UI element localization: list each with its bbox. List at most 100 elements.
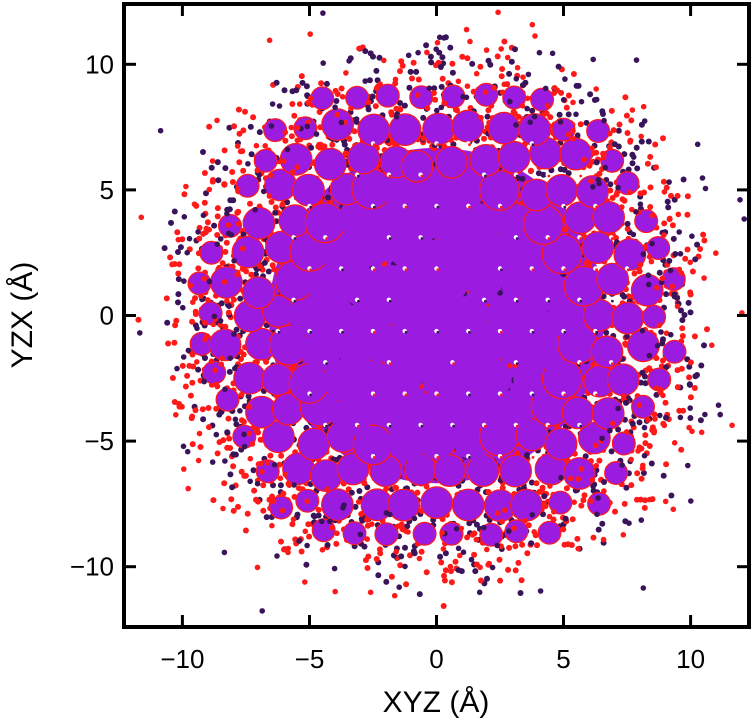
gap-point bbox=[436, 330, 440, 334]
red-point bbox=[305, 119, 311, 125]
x-tick-label: 5 bbox=[556, 644, 570, 674]
red-point bbox=[206, 123, 213, 130]
dark-point bbox=[600, 111, 606, 117]
gap-point bbox=[563, 393, 567, 397]
red-point bbox=[229, 169, 236, 175]
dark-point bbox=[406, 84, 413, 91]
dark-point bbox=[697, 417, 704, 424]
red-point bbox=[629, 107, 636, 113]
red-point bbox=[551, 509, 557, 515]
dark-point bbox=[595, 495, 601, 501]
red-point bbox=[601, 488, 607, 494]
gap-point bbox=[325, 424, 328, 428]
red-point bbox=[181, 191, 188, 198]
gap-point bbox=[515, 362, 519, 365]
dark-point bbox=[640, 251, 647, 257]
dark-point bbox=[582, 453, 589, 460]
red-point bbox=[448, 579, 455, 586]
red-point bbox=[221, 279, 228, 285]
cluster-blob bbox=[297, 427, 331, 461]
dark-point bbox=[540, 171, 547, 178]
dark-point bbox=[427, 53, 434, 60]
red-point bbox=[210, 321, 217, 328]
red-point bbox=[687, 259, 693, 266]
cluster-blob bbox=[499, 454, 532, 488]
red-point bbox=[647, 204, 654, 210]
dark-point bbox=[201, 378, 207, 385]
red-point bbox=[210, 497, 217, 504]
dark-point bbox=[265, 268, 272, 275]
red-point bbox=[277, 475, 284, 482]
dark-point bbox=[273, 79, 280, 86]
dark-point bbox=[208, 164, 215, 171]
dark-point bbox=[615, 127, 622, 134]
gap-point bbox=[404, 330, 408, 334]
red-point bbox=[279, 507, 286, 514]
red-point bbox=[502, 507, 508, 513]
red-point bbox=[206, 186, 213, 193]
red-point bbox=[621, 500, 628, 507]
dark-point bbox=[161, 245, 168, 252]
cluster-blob bbox=[544, 427, 578, 461]
red-point bbox=[247, 455, 254, 462]
red-point bbox=[333, 540, 340, 547]
red-point bbox=[486, 560, 493, 567]
cluster-blob bbox=[253, 148, 278, 173]
red-point bbox=[202, 336, 209, 343]
dark-point bbox=[649, 240, 655, 247]
red-point bbox=[403, 528, 409, 534]
dark-point bbox=[437, 553, 444, 560]
dark-point bbox=[687, 415, 694, 421]
dark-point bbox=[513, 76, 520, 82]
red-point bbox=[684, 211, 691, 218]
dark-point bbox=[324, 542, 331, 548]
dark-point bbox=[284, 146, 291, 153]
red-point bbox=[648, 258, 655, 265]
gap-point bbox=[499, 205, 503, 209]
cluster-blob bbox=[342, 521, 367, 546]
red-point bbox=[184, 372, 191, 379]
red-point bbox=[659, 357, 666, 364]
red-point bbox=[364, 536, 371, 542]
gap-point bbox=[484, 299, 487, 303]
gap-point bbox=[388, 237, 392, 240]
red-point bbox=[700, 231, 707, 238]
dark-point bbox=[626, 520, 632, 526]
dark-point bbox=[601, 117, 607, 124]
red-point bbox=[570, 127, 576, 134]
red-point bbox=[234, 209, 241, 216]
red-point bbox=[234, 143, 241, 149]
dark-point bbox=[195, 366, 202, 373]
red-point bbox=[608, 107, 615, 114]
red-point bbox=[270, 498, 277, 504]
cluster-blob bbox=[662, 339, 687, 364]
red-point bbox=[171, 261, 178, 267]
dark-point bbox=[527, 119, 533, 125]
red-point bbox=[569, 136, 576, 142]
dark-point bbox=[356, 488, 363, 494]
red-point bbox=[391, 592, 398, 599]
gap-point bbox=[484, 424, 487, 428]
dark-point bbox=[405, 52, 412, 59]
dark-point bbox=[528, 540, 535, 547]
red-point bbox=[660, 135, 666, 142]
cluster-blob bbox=[373, 325, 413, 365]
dark-point bbox=[573, 111, 579, 118]
red-point bbox=[250, 114, 257, 121]
dark-point bbox=[599, 435, 605, 442]
red-point bbox=[438, 559, 445, 566]
red-point bbox=[285, 545, 292, 552]
red-point bbox=[663, 184, 670, 191]
red-point bbox=[222, 323, 229, 330]
dark-point bbox=[646, 352, 653, 359]
red-point bbox=[240, 127, 247, 134]
dark-point bbox=[506, 528, 512, 534]
ticks-layer: −10 −5 0 5 10 −10 −5 0 5 10 bbox=[70, 4, 749, 674]
dark-point bbox=[638, 138, 645, 145]
red-point bbox=[501, 38, 508, 45]
dark-point bbox=[624, 220, 631, 227]
gap-point bbox=[388, 362, 392, 365]
red-point bbox=[661, 422, 668, 429]
dark-point bbox=[701, 342, 707, 349]
dark-point bbox=[524, 453, 531, 460]
